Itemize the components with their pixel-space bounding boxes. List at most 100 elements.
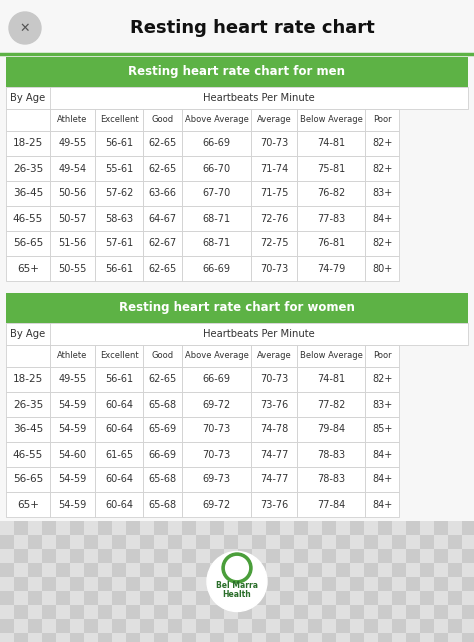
Text: 62-65: 62-65 bbox=[149, 263, 177, 273]
Bar bbox=[224, 619, 238, 633]
Bar bbox=[14, 563, 28, 577]
Bar bbox=[140, 563, 154, 577]
Text: 82+: 82+ bbox=[372, 374, 392, 385]
Bar bbox=[224, 577, 238, 591]
Text: 77-83: 77-83 bbox=[317, 214, 346, 223]
Bar bbox=[84, 535, 98, 549]
Bar bbox=[126, 563, 140, 577]
Text: 69-73: 69-73 bbox=[202, 474, 231, 485]
Bar bbox=[42, 577, 56, 591]
Bar bbox=[154, 563, 168, 577]
Bar bbox=[143, 467, 182, 492]
Bar bbox=[252, 605, 266, 619]
Bar bbox=[168, 591, 182, 605]
Text: Poor: Poor bbox=[373, 352, 392, 361]
Bar bbox=[392, 563, 406, 577]
Text: 50-55: 50-55 bbox=[58, 263, 86, 273]
Bar bbox=[70, 605, 84, 619]
Text: Heartbeats Per Minute: Heartbeats Per Minute bbox=[203, 93, 315, 103]
Bar bbox=[95, 467, 143, 492]
Bar bbox=[112, 577, 126, 591]
Bar bbox=[392, 633, 406, 642]
Bar bbox=[420, 619, 434, 633]
Bar bbox=[112, 549, 126, 563]
Bar bbox=[365, 206, 399, 231]
Bar bbox=[448, 577, 462, 591]
Bar bbox=[322, 591, 336, 605]
Text: 66-69: 66-69 bbox=[203, 263, 231, 273]
Bar bbox=[462, 563, 474, 577]
Text: 58-63: 58-63 bbox=[105, 214, 133, 223]
Bar bbox=[297, 442, 365, 467]
Text: 50-56: 50-56 bbox=[58, 189, 86, 198]
Bar bbox=[365, 181, 399, 206]
Bar bbox=[365, 345, 399, 367]
Bar bbox=[98, 605, 112, 619]
Bar bbox=[14, 577, 28, 591]
Text: 60-64: 60-64 bbox=[105, 424, 133, 435]
Bar bbox=[126, 535, 140, 549]
Bar bbox=[154, 521, 168, 535]
Bar bbox=[251, 109, 297, 131]
Bar bbox=[308, 549, 322, 563]
Bar bbox=[6, 467, 50, 492]
Bar bbox=[42, 605, 56, 619]
Text: 77-82: 77-82 bbox=[317, 399, 346, 410]
Bar bbox=[112, 535, 126, 549]
Text: 54-59: 54-59 bbox=[58, 399, 86, 410]
Bar bbox=[420, 549, 434, 563]
Bar bbox=[392, 591, 406, 605]
Text: 74-79: 74-79 bbox=[317, 263, 346, 273]
Bar bbox=[294, 591, 308, 605]
Bar bbox=[70, 591, 84, 605]
Bar bbox=[112, 605, 126, 619]
Bar bbox=[140, 535, 154, 549]
Bar bbox=[336, 549, 350, 563]
Bar bbox=[14, 605, 28, 619]
Bar bbox=[95, 131, 143, 156]
Text: 62-65: 62-65 bbox=[149, 164, 177, 173]
Bar bbox=[140, 619, 154, 633]
Circle shape bbox=[222, 553, 252, 583]
Bar bbox=[168, 535, 182, 549]
Bar bbox=[448, 619, 462, 633]
Bar bbox=[392, 521, 406, 535]
Bar bbox=[182, 577, 196, 591]
Text: Below Average: Below Average bbox=[300, 352, 363, 361]
Bar bbox=[238, 633, 252, 642]
Bar bbox=[50, 109, 95, 131]
Bar bbox=[182, 535, 196, 549]
Bar bbox=[28, 633, 42, 642]
Bar bbox=[392, 535, 406, 549]
Bar bbox=[196, 521, 210, 535]
Bar bbox=[224, 549, 238, 563]
Bar bbox=[84, 521, 98, 535]
Bar bbox=[378, 591, 392, 605]
Text: 65+: 65+ bbox=[17, 499, 39, 510]
Bar bbox=[280, 591, 294, 605]
Bar bbox=[6, 367, 50, 392]
Bar bbox=[70, 535, 84, 549]
Bar bbox=[266, 549, 280, 563]
Bar bbox=[392, 619, 406, 633]
Bar bbox=[294, 549, 308, 563]
Bar bbox=[95, 345, 143, 367]
Bar bbox=[112, 521, 126, 535]
Bar bbox=[365, 392, 399, 417]
Bar bbox=[182, 563, 196, 577]
Bar bbox=[406, 549, 420, 563]
Bar bbox=[112, 591, 126, 605]
Bar bbox=[251, 392, 297, 417]
Text: 70-73: 70-73 bbox=[202, 424, 231, 435]
Bar bbox=[448, 521, 462, 535]
Bar bbox=[95, 231, 143, 256]
Bar bbox=[364, 633, 378, 642]
Bar bbox=[308, 591, 322, 605]
Bar bbox=[224, 605, 238, 619]
Bar bbox=[364, 619, 378, 633]
Text: 70-73: 70-73 bbox=[260, 374, 288, 385]
Text: 79-84: 79-84 bbox=[317, 424, 346, 435]
Bar bbox=[238, 521, 252, 535]
Bar bbox=[378, 633, 392, 642]
Bar bbox=[154, 633, 168, 642]
